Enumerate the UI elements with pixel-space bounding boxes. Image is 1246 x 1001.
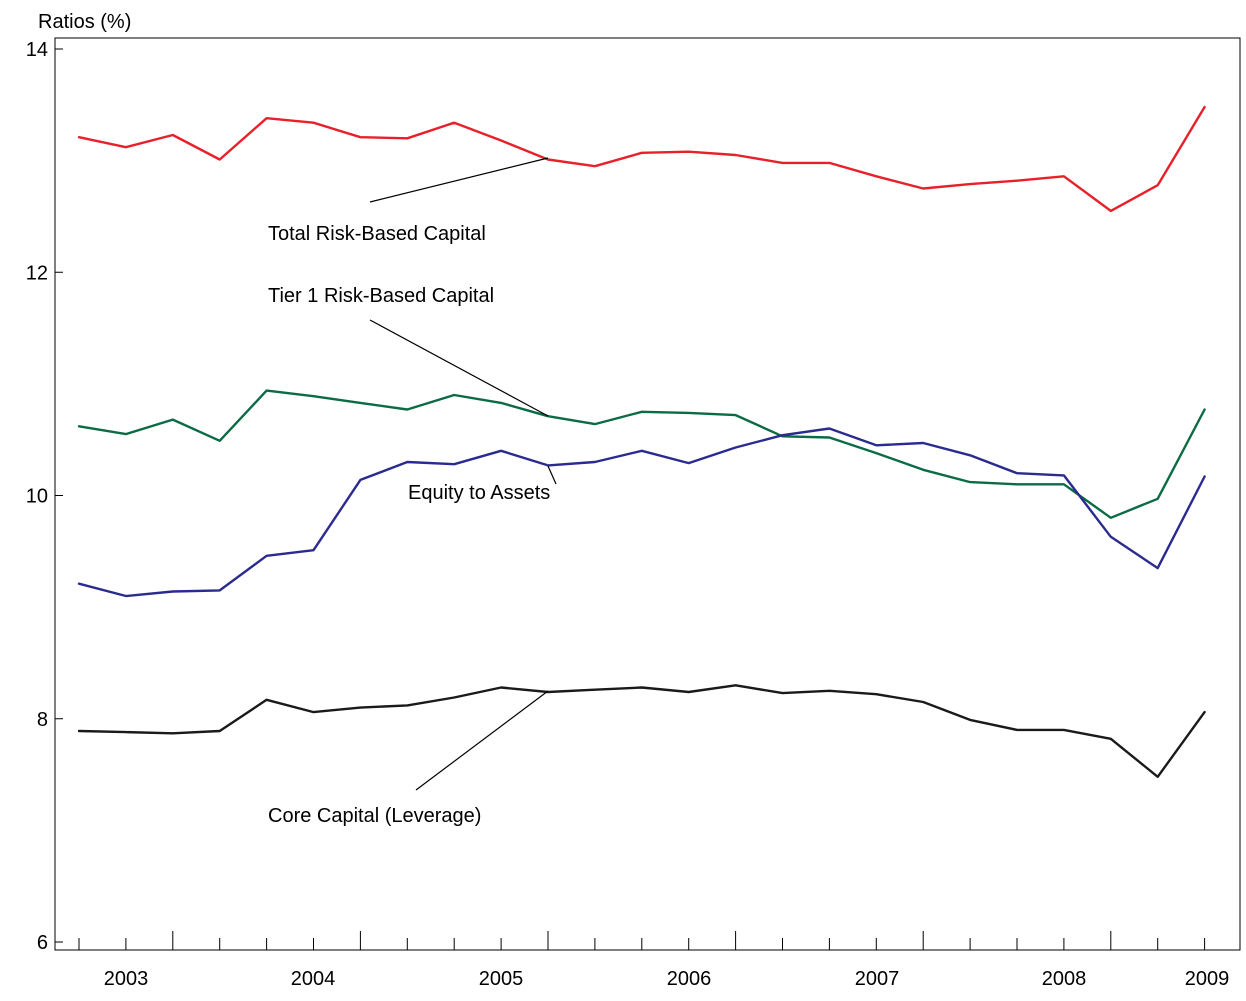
y-tick-label: 8 [37, 709, 48, 731]
y-tick-label: 12 [26, 262, 48, 284]
annotation-leader-line [369, 157, 549, 203]
y-tick-label: 14 [26, 39, 48, 61]
y-axis: 6 8 10 12 14 [26, 39, 63, 954]
annotation-leader-line [547, 465, 557, 485]
x-tick-label: 2005 [479, 968, 524, 990]
series-line-2 [77, 427, 1206, 598]
x-tick-label: 2008 [1042, 968, 1087, 990]
series-line-3 [77, 684, 1206, 778]
plot-frame [54, 37, 1241, 951]
annotation-leader-line [415, 690, 549, 791]
x-tick-label: 2007 [855, 968, 900, 990]
series-line-1 [77, 389, 1206, 519]
series-annotation-label: Equity to Assets [408, 482, 550, 504]
x-tick-label: 2003 [104, 968, 149, 990]
y-tick-label: 10 [26, 486, 48, 508]
y-axis-label: Ratios (%) [38, 11, 131, 33]
annotation-leader-line [369, 319, 549, 417]
y-tick-label: 6 [37, 932, 48, 954]
series-layer [77, 105, 1206, 778]
x-axis: 2003 2004 2005 2006 2007 2008 2009 [78, 931, 1230, 990]
series-line-0 [77, 105, 1206, 213]
x-tick-label: 2006 [667, 968, 712, 990]
series-annotation-label: Tier 1 Risk-Based Capital [268, 285, 494, 307]
series-annotation-label: Core Capital (Leverage) [268, 805, 481, 827]
x-tick-label: 2004 [291, 968, 336, 990]
x-tick-label: 2009 [1185, 968, 1230, 990]
annotation-layer: Total Risk-Based Capital Tier 1 Risk-Base… [268, 157, 557, 827]
series-annotation-label: Total Risk-Based Capital [268, 223, 486, 245]
